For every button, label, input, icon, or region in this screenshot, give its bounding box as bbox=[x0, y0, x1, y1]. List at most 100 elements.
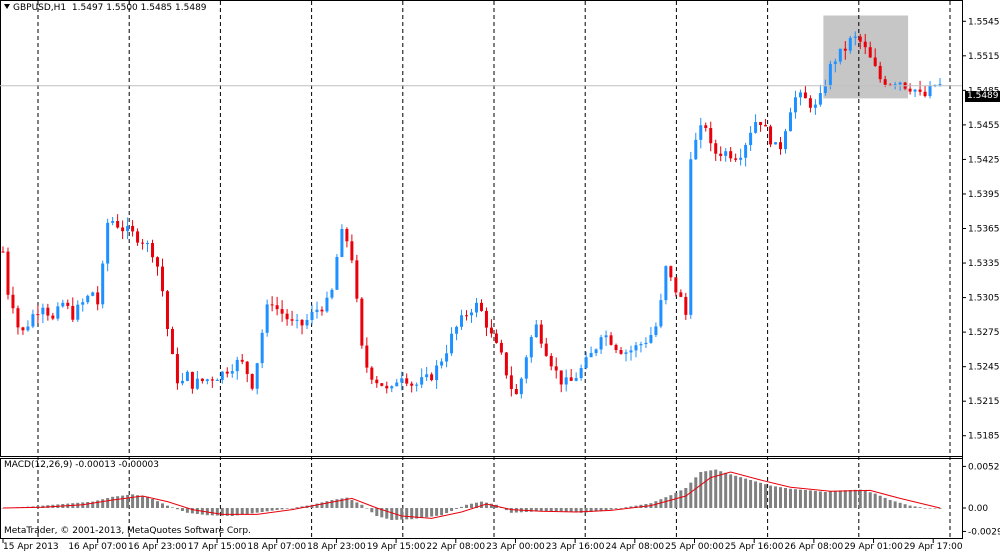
candle-body bbox=[783, 131, 787, 150]
y-tick-label: 1.5335 bbox=[968, 259, 1000, 269]
candle-body bbox=[131, 225, 135, 232]
macd-histogram-bar bbox=[185, 508, 189, 513]
candle-body bbox=[305, 319, 309, 326]
macd-histogram-bar bbox=[470, 503, 473, 508]
candle-body bbox=[225, 371, 229, 374]
candle-body bbox=[160, 266, 164, 292]
candle-body bbox=[121, 227, 125, 232]
macd-title: MACD(12,26,9) -0.00013 -0.00003 bbox=[4, 460, 160, 470]
candle-body bbox=[704, 125, 708, 129]
macd-histogram-bar bbox=[933, 508, 937, 509]
macd-histogram-bar bbox=[903, 504, 907, 508]
candle-body bbox=[744, 145, 748, 158]
y-tick-label: 1.5275 bbox=[968, 328, 1000, 338]
macd-plot-frame bbox=[0, 458, 963, 539]
candle-body bbox=[156, 257, 160, 267]
macd-histogram-bar bbox=[385, 508, 389, 519]
macd-histogram-bar bbox=[619, 508, 623, 509]
candle-body bbox=[484, 310, 488, 328]
x-tick-label: 29 Apr 01:00 bbox=[844, 542, 903, 552]
macd-histogram-bar bbox=[131, 494, 135, 508]
macd-histogram-bar bbox=[863, 490, 867, 508]
candle-body bbox=[769, 126, 773, 145]
macd-histogram-bar bbox=[484, 502, 488, 508]
candle-body bbox=[450, 333, 454, 354]
macd-histogram-bar bbox=[489, 503, 493, 508]
candle-body bbox=[654, 326, 658, 336]
macd-histogram-bar bbox=[300, 506, 304, 508]
candle-body bbox=[878, 65, 882, 80]
macd-histogram-bar bbox=[250, 508, 254, 514]
candle-body bbox=[141, 242, 145, 244]
candle-body bbox=[589, 353, 593, 358]
macd-histogram-bar bbox=[803, 490, 807, 508]
candle-body bbox=[774, 142, 778, 145]
macd-histogram-bar bbox=[360, 504, 364, 508]
symbol-arrow-icon bbox=[4, 4, 10, 9]
macd-histogram-bar bbox=[101, 499, 105, 508]
candle-body bbox=[260, 332, 264, 364]
candle-body bbox=[739, 157, 743, 160]
macd-histogram-bar bbox=[111, 496, 115, 508]
candle-body bbox=[175, 354, 179, 384]
candle-body bbox=[818, 93, 822, 105]
y-tick-label: 1.5185 bbox=[968, 432, 1000, 442]
macd-histogram-bar bbox=[554, 508, 558, 512]
macd-histogram-bar bbox=[564, 508, 568, 512]
candle-body bbox=[499, 342, 503, 353]
macd-histogram-bar bbox=[664, 497, 668, 508]
macd-histogram-bar bbox=[828, 491, 832, 508]
macd-histogram-bar bbox=[165, 505, 169, 508]
macd-histogram-bar bbox=[235, 508, 239, 516]
candle-body bbox=[938, 84, 942, 86]
candle-body bbox=[644, 342, 648, 345]
macd-histogram-bar bbox=[793, 489, 797, 508]
candle-body bbox=[76, 304, 80, 320]
macd-histogram-bar bbox=[275, 508, 279, 510]
macd-histogram-bar bbox=[604, 508, 608, 511]
candle-body bbox=[549, 355, 553, 367]
candle-body bbox=[215, 379, 219, 381]
candle-body bbox=[754, 122, 758, 133]
candle-body bbox=[813, 104, 817, 108]
candle-body bbox=[230, 371, 234, 374]
candle-body bbox=[729, 151, 733, 159]
candle-body bbox=[440, 361, 444, 366]
candle-body bbox=[195, 378, 199, 389]
candle-body bbox=[101, 263, 105, 305]
macd-histogram-bar bbox=[883, 497, 887, 508]
candle-body bbox=[375, 379, 379, 384]
candle-body bbox=[395, 382, 399, 387]
macd-histogram-bar bbox=[853, 489, 857, 508]
macd-histogram-bar bbox=[190, 508, 194, 514]
macd-y-tick-label: 0.00 bbox=[968, 504, 988, 514]
candle-body bbox=[430, 374, 434, 381]
candle-body bbox=[853, 36, 857, 38]
candle-body bbox=[300, 319, 304, 326]
candle-body bbox=[529, 337, 533, 358]
candle-body bbox=[779, 142, 783, 150]
candle-body bbox=[290, 319, 294, 321]
macd-histogram-bar bbox=[788, 488, 792, 508]
macd-histogram-bar bbox=[544, 508, 548, 512]
macd-histogram-bar bbox=[679, 490, 683, 508]
candle-body bbox=[694, 139, 698, 160]
candle-body bbox=[465, 315, 469, 317]
x-tick-label: 15 Apr 2013 bbox=[3, 542, 59, 552]
candle-body bbox=[365, 345, 369, 368]
macd-histogram-bar bbox=[121, 495, 125, 508]
candle-body bbox=[1, 251, 5, 253]
macd-histogram-bar bbox=[325, 501, 329, 508]
candle-body bbox=[190, 371, 194, 389]
candle-body bbox=[584, 357, 588, 369]
candle-body bbox=[46, 307, 50, 316]
candle-body bbox=[564, 377, 568, 385]
macd-histogram-bar bbox=[908, 505, 912, 508]
macd-histogram-bar bbox=[574, 508, 578, 513]
macd-histogram-bar bbox=[340, 498, 344, 508]
macd-histogram-bar bbox=[549, 508, 553, 512]
x-tick-label: 23 Apr 16:00 bbox=[546, 542, 605, 552]
candle-body bbox=[913, 89, 917, 92]
macd-histogram-bar bbox=[669, 495, 673, 508]
